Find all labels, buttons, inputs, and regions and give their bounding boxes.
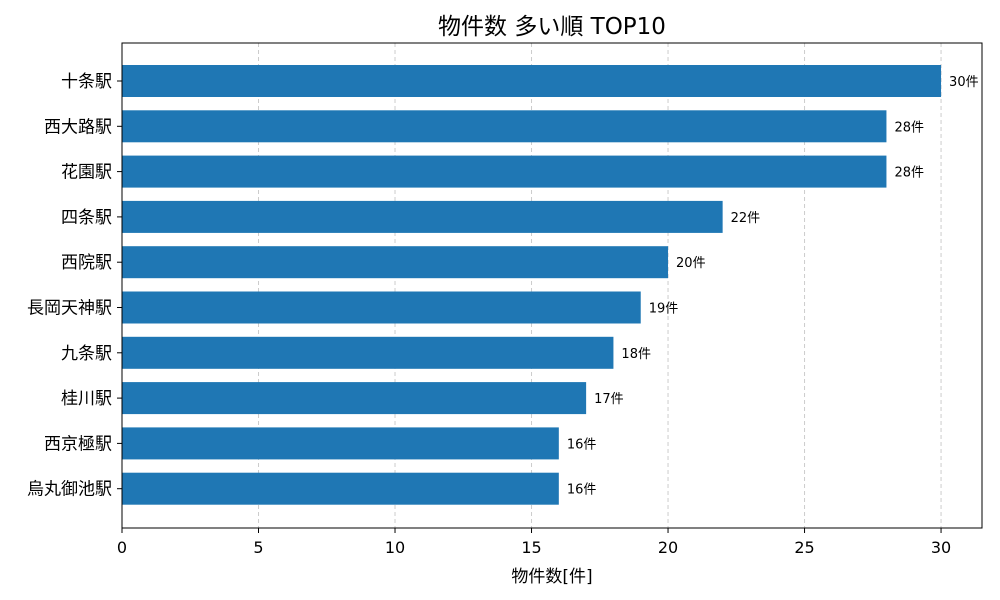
bar [122,291,641,324]
bar [122,110,887,143]
category-label: 西京極駅 [44,434,112,454]
data-label: 20件 [676,256,706,271]
bar [122,155,887,188]
data-label: 16件 [567,483,597,498]
bars [122,65,942,505]
bar [122,472,559,505]
x-tick-label: 20 [658,538,678,557]
data-label: 30件 [949,75,979,90]
x-tick-label: 25 [794,538,814,557]
category-label: 長岡天神駅 [27,299,112,319]
data-label: 17件 [594,392,624,407]
category-label: 九条駅 [61,344,112,364]
category-label: 花園駅 [61,163,112,183]
data-labels: 30件 28件 28件 22件 20件 19件 18件 17件 16件 16件 [567,75,979,498]
data-label: 28件 [894,166,924,181]
category-label: 桂川駅 [61,389,112,409]
data-label: 22件 [731,211,761,226]
bar [122,427,559,460]
x-tick-label: 10 [385,538,405,557]
data-label: 28件 [894,120,924,135]
chart-title: 物件数 多い順 TOP10 [438,14,666,40]
x-tick-label: 5 [253,538,263,557]
bar [122,200,723,233]
data-label: 18件 [621,347,651,362]
x-axis-label: 物件数[件] [511,567,592,587]
plot-frame [121,42,983,529]
x-tick-label: 0 [117,538,127,557]
category-label: 四条駅 [61,208,112,228]
x-tick-label: 15 [521,538,541,557]
category-label: 西院駅 [61,253,112,273]
data-label: 16件 [567,437,597,452]
x-axis-ticks: 0 5 10 15 20 25 30 [117,528,951,557]
data-label: 19件 [649,302,679,317]
category-label: 十条駅 [61,72,112,92]
bar [122,382,587,415]
bar [122,246,669,279]
bar [122,336,614,369]
category-label: 烏丸御池駅 [27,480,112,500]
x-tick-label: 30 [931,538,951,557]
category-label: 西大路駅 [44,117,112,137]
bar [122,65,942,97]
